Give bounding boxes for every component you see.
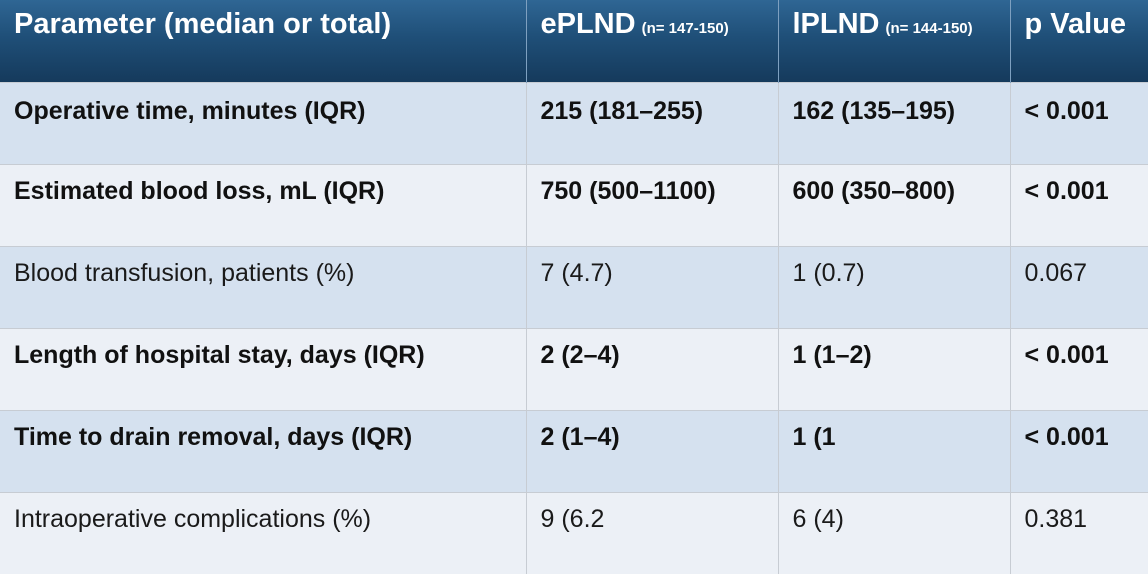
cell-p-value: 0.381 [1010,491,1148,574]
cell-lplnd: 1 (1 [778,409,1011,492]
cell-lplnd: 6 (4) [778,491,1011,574]
header-p-value: p Value [1010,0,1148,82]
header-parameter: Parameter (median or total) [0,0,527,82]
cell-eplnd: 9 (6.2 [526,491,779,574]
cell-p-value: < 0.001 [1010,409,1148,492]
cell-lplnd: 1 (1–2) [778,327,1011,410]
table-row: Length of hospital stay, days (IQR) 2 (2… [0,327,1148,410]
cell-lplnd: 600 (350–800) [778,163,1011,246]
cell-p-value: < 0.001 [1010,81,1148,164]
table-row: Blood transfusion, patients (%) 7 (4.7) … [0,245,1148,328]
header-lplnd: lPLND (n= 144-150) [778,0,1011,82]
cell-lplnd: 162 (135–195) [778,81,1011,164]
table-header-row: Parameter (median or total) ePLND (n= 147… [0,0,1148,82]
header-eplnd: ePLND (n= 147-150) [526,0,779,82]
cell-p-value: < 0.001 [1010,163,1148,246]
cell-eplnd: 750 (500–1100) [526,163,779,246]
cell-lplnd: 1 (0.7) [778,245,1011,328]
header-eplnd-n: (n= 147-150) [641,20,729,37]
table-row: Time to drain removal, days (IQR) 2 (1–4… [0,409,1148,492]
cell-parameter: Blood transfusion, patients (%) [0,245,527,328]
cell-p-value: 0.067 [1010,245,1148,328]
table-row: Estimated blood loss, mL (IQR) 750 (500–… [0,163,1148,246]
cell-p-value: < 0.001 [1010,327,1148,410]
cell-eplnd: 2 (1–4) [526,409,779,492]
cell-parameter: Time to drain removal, days (IQR) [0,409,527,492]
table-row: Intraoperative complications (%) 9 (6.2 … [0,491,1148,574]
cell-parameter: Operative time, minutes (IQR) [0,81,527,164]
cell-eplnd: 2 (2–4) [526,327,779,410]
cell-eplnd: 215 (181–255) [526,81,779,164]
table-row: Operative time, minutes (IQR) 215 (181–2… [0,81,1148,164]
header-lplnd-n: (n= 144-150) [885,20,973,37]
cell-parameter: Intraoperative complications (%) [0,491,527,574]
cell-eplnd: 7 (4.7) [526,245,779,328]
cell-parameter: Estimated blood loss, mL (IQR) [0,163,527,246]
cell-parameter: Length of hospital stay, days (IQR) [0,327,527,410]
